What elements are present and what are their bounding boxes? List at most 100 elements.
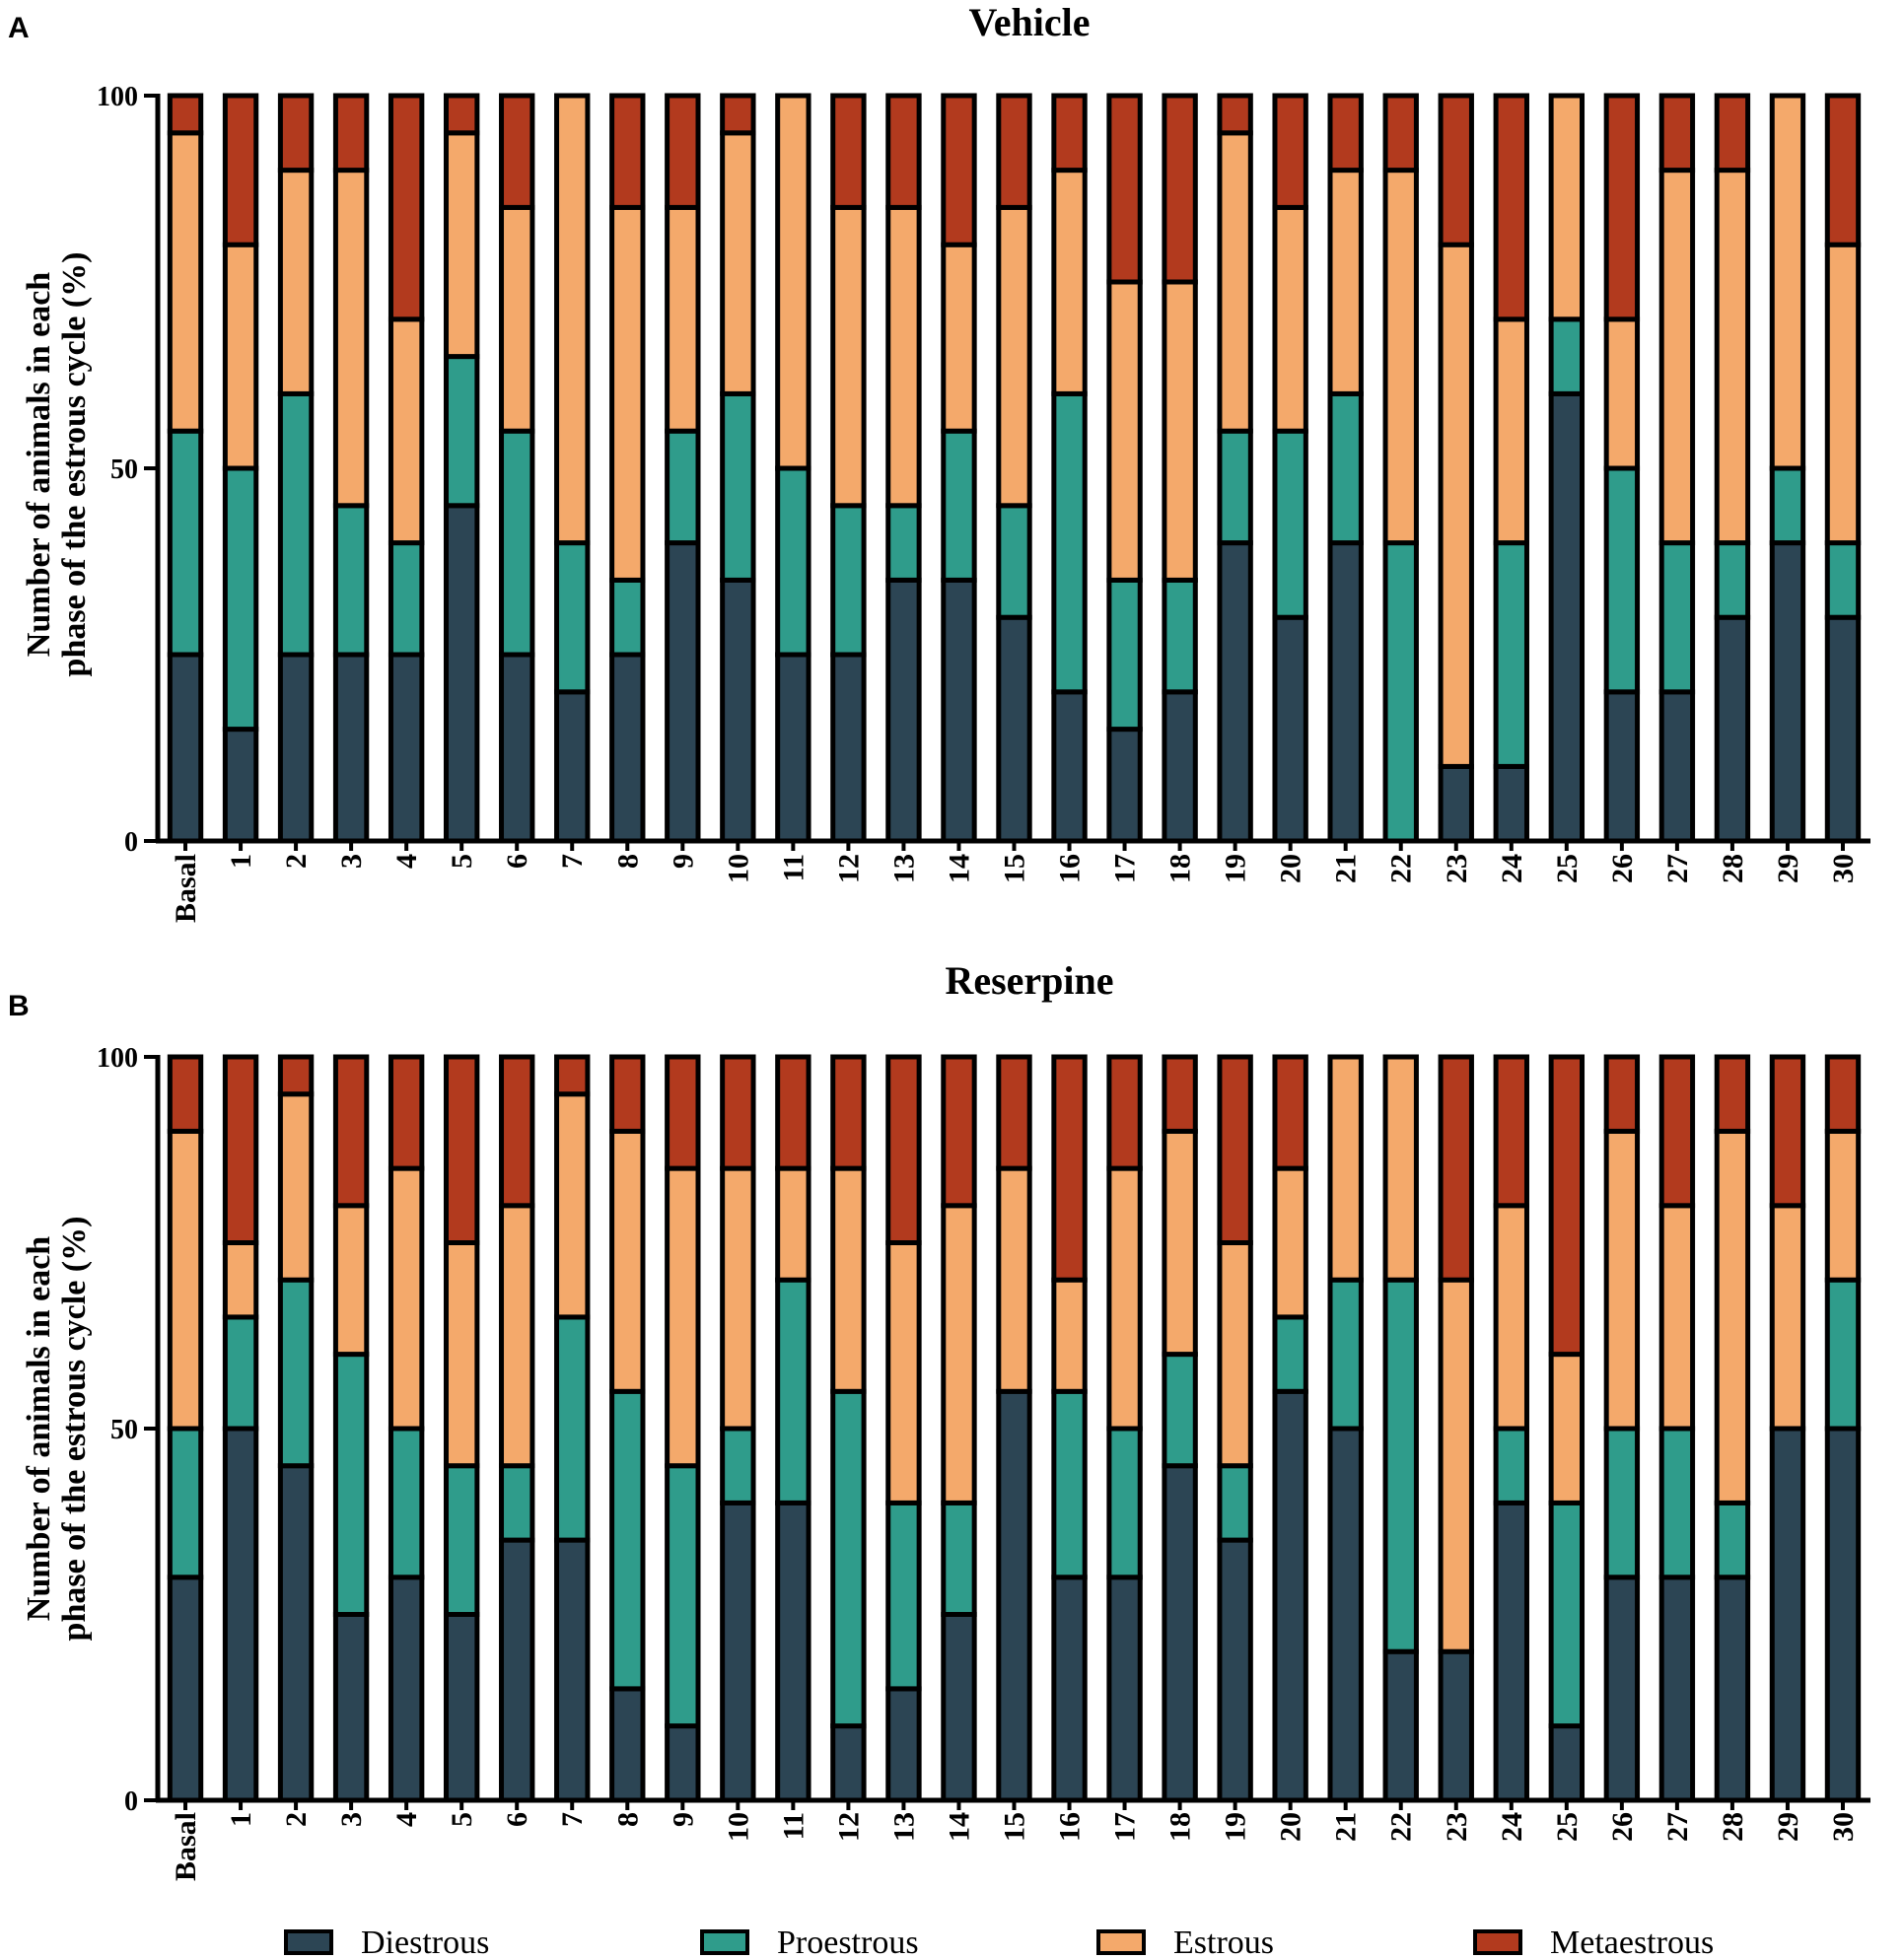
- x-tick-label: 14: [943, 1812, 975, 1842]
- bar-proestrous-30: [1824, 540, 1862, 620]
- x-tick-label: 13: [887, 854, 920, 883]
- bar-estrous-30: [1824, 242, 1862, 546]
- bar-diestrous-17: [1106, 1574, 1143, 1803]
- bar-diestrous-21: [1327, 1426, 1364, 1803]
- x-tick-label: 7: [556, 854, 589, 869]
- bar-group: [167, 1054, 1862, 1803]
- bar-metaestrous-5: [443, 1054, 480, 1245]
- bar-metaestrous-10: [720, 93, 756, 136]
- axes: Basal 1 2 3 4 5 6 7 8 9 10 11 12 13 14 15 16 17 18 19 20 21 22…: [97, 82, 1870, 923]
- bar-diestrous-6: [499, 1537, 535, 1803]
- bar-proestrous-17: [1106, 577, 1143, 733]
- bar-proestrous-8: [609, 577, 646, 658]
- bar-diestrous-8: [609, 652, 646, 844]
- bar-diestrous-11: [775, 1500, 811, 1803]
- legend-swatch-diestrous: [284, 1929, 333, 1955]
- bar-metaestrous-26: [1603, 1054, 1641, 1134]
- bar-proestrous-13: [885, 503, 922, 583]
- bar-metaestrous-26: [1603, 93, 1641, 322]
- bar-diestrous-23: [1438, 1648, 1474, 1803]
- x-tick-label: Basal: [170, 1812, 202, 1881]
- bar-proestrous-16: [1051, 1388, 1088, 1580]
- bar-estrous-11: [775, 1165, 811, 1283]
- bar-proestrous-30: [1824, 1277, 1862, 1432]
- bar-estrous-2: [277, 168, 315, 396]
- bar-estrous-18: [1162, 1128, 1198, 1358]
- y-tick-label: 50: [110, 455, 138, 485]
- x-tick-label: 16: [1054, 854, 1087, 883]
- bar-proestrous-6: [499, 428, 535, 658]
- bar-diestrous-3: [332, 1612, 370, 1803]
- bar-metaestrous-24: [1493, 93, 1529, 322]
- bar-proestrous-7: [554, 1314, 591, 1543]
- bar-estrous-8: [609, 1128, 646, 1394]
- x-tick-label: 20: [1275, 854, 1307, 883]
- x-tick-label: 28: [1717, 1812, 1749, 1842]
- bar-metaestrous-29: [1769, 1054, 1806, 1209]
- bar-estrous-29: [1769, 1203, 1806, 1432]
- bar-proestrous-28: [1714, 1500, 1751, 1580]
- bar-diestrous-30: [1824, 614, 1862, 844]
- bar-estrous-basal: [167, 1128, 204, 1432]
- bar-diestrous-4: [388, 652, 425, 844]
- bar-diestrous-19: [1217, 1537, 1253, 1803]
- bar-estrous-22: [1382, 1054, 1419, 1283]
- bar-estrous-19: [1217, 130, 1253, 434]
- bar-estrous-4: [388, 316, 425, 546]
- bar-proestrous-5: [443, 1463, 480, 1617]
- bar-diestrous-28: [1714, 614, 1751, 844]
- bar-estrous-28: [1714, 168, 1751, 546]
- bar-estrous-23: [1438, 242, 1474, 769]
- bar-metaestrous-19: [1217, 93, 1253, 136]
- x-tick-label: 6: [501, 1812, 533, 1827]
- bar-metaestrous-1: [222, 93, 259, 247]
- bar-metaestrous-27: [1658, 1054, 1696, 1209]
- bar-estrous-17: [1106, 279, 1143, 583]
- x-tick-label: 9: [667, 1812, 699, 1827]
- x-tick-label: 3: [335, 1812, 368, 1827]
- panel-letter: B: [8, 990, 30, 1022]
- bar-estrous-21: [1327, 1054, 1364, 1283]
- bar-proestrous-18: [1162, 577, 1198, 695]
- x-tick-label: 29: [1772, 1812, 1804, 1842]
- bar-metaestrous-10: [720, 1054, 756, 1171]
- bar-estrous-10: [720, 1165, 756, 1432]
- legend-label-estrous: Estrous: [1173, 1924, 1274, 1959]
- bar-estrous-25: [1548, 1352, 1586, 1505]
- legend: Diestrous Proestrous Estrous Metaestrous: [284, 1924, 1714, 1959]
- bar-proestrous-22: [1382, 1277, 1419, 1654]
- bar-proestrous-9: [665, 428, 701, 546]
- bar-proestrous-10: [720, 1426, 756, 1505]
- bar-proestrous-5: [443, 354, 480, 509]
- bar-metaestrous-19: [1217, 1054, 1253, 1245]
- bar-metaestrous-8: [609, 1054, 646, 1134]
- bar-estrous-7: [554, 93, 591, 546]
- bar-metaestrous-28: [1714, 1054, 1751, 1134]
- bar-proestrous-25: [1548, 1500, 1586, 1729]
- legend-label-metaestrous: Metaestrous: [1550, 1924, 1714, 1959]
- bar-proestrous-25: [1548, 316, 1586, 396]
- x-tick-label: 2: [280, 854, 313, 869]
- bar-proestrous-4: [388, 540, 425, 658]
- bar-metaestrous-20: [1272, 1054, 1308, 1171]
- bar-estrous-26: [1603, 316, 1641, 471]
- x-tick-label: 23: [1441, 1812, 1473, 1842]
- bar-proestrous-21: [1327, 1277, 1364, 1432]
- bar-diestrous-27: [1658, 689, 1696, 844]
- x-tick-label: 5: [446, 854, 478, 869]
- bar-metaestrous-15: [996, 1054, 1032, 1171]
- bar-estrous-26: [1603, 1128, 1641, 1432]
- bar-estrous-1: [222, 242, 259, 471]
- bar-metaestrous-15: [996, 93, 1032, 210]
- x-tick-label: 5: [446, 1812, 478, 1827]
- y-axis-label-line1: Number of animals in each: [21, 272, 57, 657]
- bar-metaestrous-28: [1714, 93, 1751, 174]
- x-tick-label: 26: [1606, 854, 1639, 883]
- bar-estrous-14: [941, 242, 977, 434]
- x-tick-label: 12: [832, 1812, 865, 1842]
- bar-metaestrous-13: [885, 1054, 922, 1245]
- bar-diestrous-5: [443, 1612, 480, 1803]
- x-tick-label: 23: [1441, 854, 1473, 883]
- bar-estrous-6: [499, 204, 535, 434]
- x-tick-label: 28: [1717, 854, 1749, 883]
